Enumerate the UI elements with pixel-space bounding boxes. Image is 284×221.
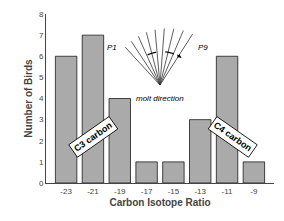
svg-text:2: 2 bbox=[39, 137, 44, 146]
svg-text:6: 6 bbox=[39, 52, 44, 61]
svg-text:3: 3 bbox=[39, 115, 44, 124]
svg-text:Number of Birds: Number of Birds bbox=[23, 59, 34, 138]
svg-text:-23: -23 bbox=[60, 187, 72, 196]
svg-text:4: 4 bbox=[39, 94, 44, 103]
svg-text:C4 carbon: C4 carbon bbox=[212, 120, 254, 153]
svg-text:-11: -11 bbox=[222, 187, 234, 196]
svg-text:0: 0 bbox=[39, 179, 44, 188]
svg-text:Carbon Isotope Ratio: Carbon Isotope Ratio bbox=[109, 197, 210, 208]
svg-text:-17: -17 bbox=[141, 187, 153, 196]
svg-text:1: 1 bbox=[39, 158, 44, 167]
svg-text:-19: -19 bbox=[114, 187, 126, 196]
svg-text:-15: -15 bbox=[168, 187, 180, 196]
svg-text:C3 carbon: C3 carbon bbox=[72, 120, 114, 153]
svg-text:7: 7 bbox=[39, 31, 44, 40]
svg-text:P1: P1 bbox=[107, 43, 117, 52]
svg-text:-21: -21 bbox=[87, 187, 99, 196]
svg-text:-9: -9 bbox=[250, 187, 258, 196]
svg-text:5: 5 bbox=[39, 73, 44, 82]
svg-text:molt direction: molt direction bbox=[136, 94, 184, 103]
svg-text:P9: P9 bbox=[198, 43, 208, 52]
svg-text:-13: -13 bbox=[194, 187, 206, 196]
svg-text:8: 8 bbox=[39, 10, 44, 19]
